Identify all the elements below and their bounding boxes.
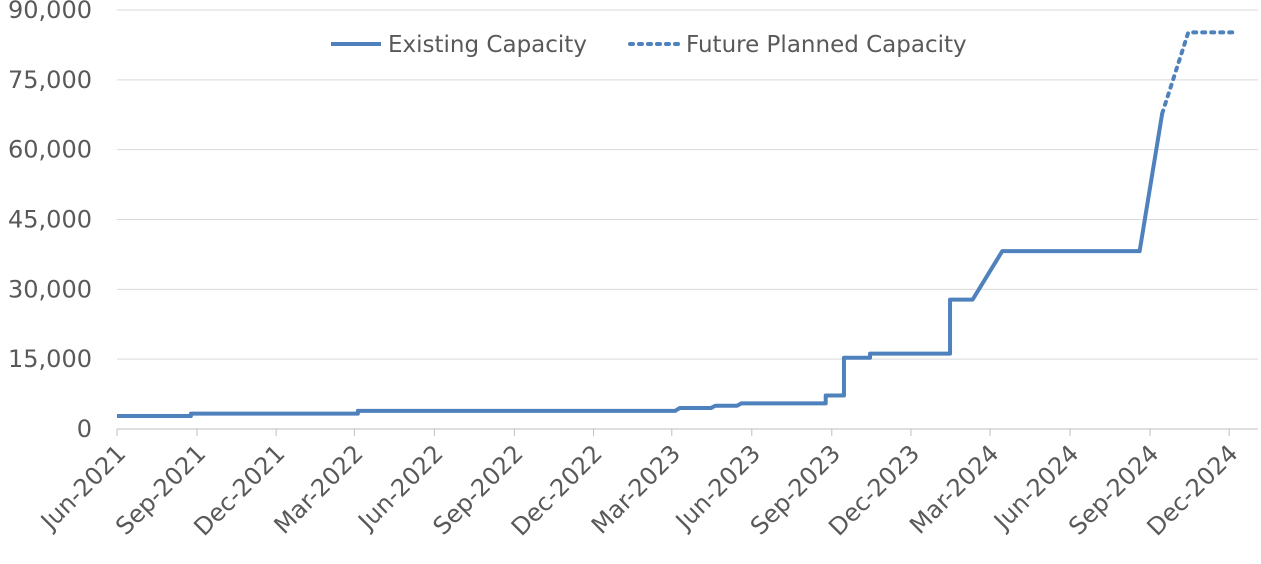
x-axis-tick-labels: Jun-2021Sep-2021Dec-2021Mar-2022Jun-2022… <box>34 429 1243 541</box>
legend-label-future: Future Planned Capacity <box>686 32 967 58</box>
y-tick-label: 30,000 <box>8 275 92 303</box>
series-lines <box>117 30 1235 418</box>
y-tick-label: 75,000 <box>8 66 92 94</box>
y-tick-label: 0 <box>77 415 92 443</box>
y-tick-label: 45,000 <box>8 206 92 234</box>
y-tick-label: 90,000 <box>8 0 92 24</box>
legend-label-existing: Existing Capacity <box>388 32 587 58</box>
y-tick-label: 15,000 <box>8 345 92 373</box>
existing-capacity-line <box>117 113 1165 418</box>
y-axis-tick-labels: 0 15,000 30,000 45,000 60,000 75,000 90,000 <box>8 0 92 443</box>
y-tick-label: 60,000 <box>8 136 92 164</box>
gridlines <box>117 9 1258 430</box>
future-capacity-line <box>1160 30 1235 116</box>
legend: Existing Capacity Future Planned Capacity <box>331 32 967 58</box>
